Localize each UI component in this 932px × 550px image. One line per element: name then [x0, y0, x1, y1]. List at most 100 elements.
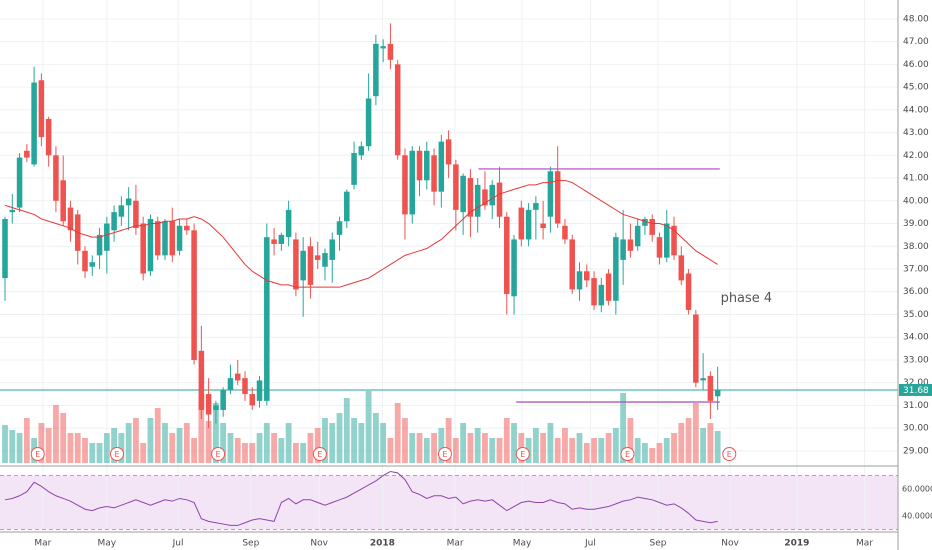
candle-body [380, 46, 386, 49]
volume-bar [423, 438, 430, 463]
volume-bar [154, 408, 161, 463]
x-tick-label: May [98, 539, 117, 549]
volume-bar [249, 443, 256, 463]
volume-bar [452, 438, 459, 463]
y-tick-label: 40.00 [903, 196, 929, 206]
volume-bar [343, 398, 350, 463]
y-tick-label: 42.00 [903, 151, 929, 161]
candle-body [213, 405, 219, 410]
volume-bar [133, 418, 139, 463]
volume-bar [496, 438, 503, 463]
volume-bar [140, 443, 147, 463]
candle-body [169, 221, 176, 256]
volume-bar [227, 433, 234, 463]
candle-body [431, 155, 437, 192]
volume-bar [96, 443, 103, 463]
volume-bar [612, 428, 619, 463]
candle-body [373, 43, 379, 97]
candle-body [634, 225, 641, 247]
earnings-marker [110, 447, 125, 461]
candle-body [365, 98, 372, 147]
volume-bar [89, 443, 96, 463]
candle-body [278, 234, 285, 244]
candle-body [191, 230, 197, 360]
y-tick-label: 34.00 [903, 333, 929, 343]
candle-body [671, 225, 677, 256]
volume-bar [212, 403, 219, 463]
volume-bar [205, 421, 212, 463]
candle-body [663, 223, 670, 258]
earnings-label: E [35, 450, 40, 459]
volume-bar [692, 403, 699, 463]
volume-bar [569, 438, 576, 463]
volume-bar [627, 418, 634, 463]
candle-body [562, 225, 568, 240]
x-tick-label: Sep [242, 539, 259, 549]
volume-bar [300, 443, 307, 463]
earnings-marker [312, 447, 327, 461]
y-tick-label: 43.00 [903, 128, 929, 138]
candle-body [627, 239, 634, 251]
x-tick-label: 2019 [784, 539, 809, 549]
volume-bar [220, 423, 227, 463]
earnings-label: E [442, 450, 447, 459]
price-axis [898, 0, 932, 550]
candle-body [205, 394, 212, 415]
volume-bar [111, 428, 118, 463]
y-tick-label: 47.00 [903, 37, 929, 47]
volume-bar [23, 418, 30, 463]
candle-body [569, 239, 575, 290]
candle-body [460, 175, 466, 213]
candle-body [242, 378, 248, 395]
volume-bar [256, 433, 263, 463]
candle-body [256, 380, 263, 401]
candle-body [198, 350, 205, 410]
volume-bar [372, 413, 379, 463]
candle-body [424, 150, 430, 181]
candle-body [540, 223, 546, 229]
volume-bar [103, 433, 110, 463]
volume-bar [38, 423, 45, 463]
candle-body [518, 207, 525, 240]
volume-bar [45, 428, 52, 463]
candle-body [605, 273, 612, 301]
volume-bar [540, 433, 547, 463]
y-tick-label: 45.00 [903, 83, 929, 93]
candle-body [496, 182, 503, 217]
x-tick-label: Nov [721, 539, 739, 549]
candle-body [613, 237, 619, 301]
moving-average [4, 179, 718, 288]
volume-bar [169, 433, 176, 463]
candle-body [322, 253, 328, 267]
candle-body [104, 223, 110, 251]
last-price-label: 31.68 [903, 386, 929, 396]
candle-body [445, 139, 452, 165]
volume-bar [714, 431, 721, 463]
candle-body [24, 150, 30, 158]
volume-bar [416, 433, 423, 463]
x-tick-label: Mar [856, 539, 873, 549]
volume-bar [125, 423, 132, 463]
candle-body [9, 209, 16, 213]
earnings-marker [620, 447, 635, 461]
y-tick-label: 44.00 [903, 105, 929, 115]
volume-bar [445, 418, 452, 463]
candle-body [162, 221, 168, 256]
earnings-label: E [727, 450, 732, 459]
volume-bar [482, 433, 488, 463]
earnings-label: E [625, 450, 630, 459]
candle-body [358, 146, 365, 156]
earnings-marker [515, 447, 530, 461]
candle-body [642, 218, 648, 226]
volume-bar [474, 428, 481, 463]
volume-bar [642, 443, 648, 463]
candle-body [307, 246, 314, 285]
volume-bar [394, 403, 401, 463]
candle-body [67, 207, 74, 231]
volume-bar [82, 438, 88, 463]
volume-bar [358, 423, 365, 463]
volume-bar [322, 418, 328, 463]
candle-body [154, 221, 161, 256]
volume-bar [685, 418, 692, 463]
volume-bar [598, 438, 605, 463]
